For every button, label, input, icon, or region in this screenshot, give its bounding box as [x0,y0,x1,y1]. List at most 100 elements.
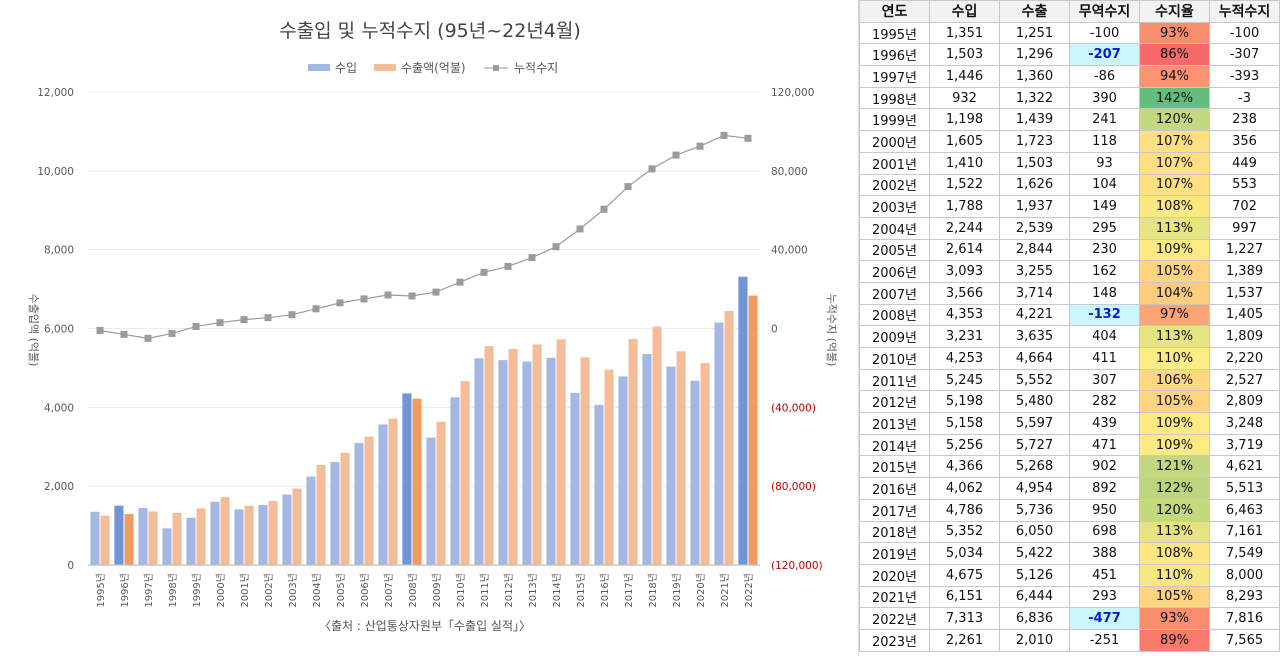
export-cell: 3,255 [999,260,1070,283]
gridlines [88,91,760,487]
x-tick-label: 2007년 [383,573,395,608]
table-row: 2008년 4,353 4,221 -132 97% 1,405 [859,303,1280,327]
year-cell: 2007년 [859,281,930,305]
ratio-cell: 109% [1139,433,1210,457]
bar-export [412,398,422,565]
cumulative-line [99,134,749,339]
bar-export [436,421,446,565]
balance-cell: -207 [1069,43,1140,67]
table-row: 2004년 2,244 2,539 295 113% 997 [859,216,1280,240]
export-cell: 5,552 [999,368,1070,392]
bar-import [738,276,748,565]
balance-cell: 104 [1069,173,1140,197]
import-cell: 3,566 [929,281,1000,305]
y-axis-title-left: 수출입액 (억불) [27,294,40,367]
import-cell: 1,503 [929,43,1000,67]
y-tick-left: 4,000 [44,402,74,414]
export-cell: 5,727 [999,433,1070,457]
ratio-cell: 89% [1139,628,1210,652]
balance-cell: 902 [1069,455,1140,479]
export-cell: 5,736 [999,498,1070,522]
balance-cell: 439 [1069,412,1140,435]
balance-cell: 162 [1069,260,1140,283]
import-cell: 5,034 [929,542,1000,565]
table-row: 2023년 2,261 2,010 -251 89% 7,565 [859,628,1280,652]
table-row: 1998년 932 1,322 390 142% -3 [859,86,1280,110]
balance-cell: 950 [1069,498,1140,522]
ratio-cell: 106% [1139,368,1210,392]
import-cell: 4,675 [929,563,1000,587]
y-tick-right: (40,000) [771,402,816,414]
x-tick-label: 1998년 [167,573,179,608]
export-cell: 1,439 [999,108,1070,132]
ratio-cell: 105% [1139,390,1210,414]
ratio-cell: 113% [1139,325,1210,348]
bar-export [532,344,542,565]
import-cell: 1,522 [929,173,1000,197]
bar-import [522,361,532,565]
table-row: 2012년 5,198 5,480 282 105% 2,809 [859,390,1280,414]
balance-cell: 149 [1069,195,1140,218]
balance-cell: 892 [1069,477,1140,500]
table-row: 2010년 4,253 4,664 411 110% 2,220 [859,347,1280,370]
import-cell: 2,244 [929,216,1000,240]
cumulative-cell: 4,621 [1209,455,1280,479]
ratio-cell: 107% [1139,130,1210,153]
balance-cell: 295 [1069,216,1140,240]
year-cell: 2009년 [859,325,930,348]
ratio-cell: 105% [1139,260,1210,283]
table-row: 2007년 3,566 3,714 148 104% 1,537 [859,281,1280,305]
cumulative-marker [240,316,248,324]
table-row: 2022년 7,313 6,836 -477 93% 7,816 [859,607,1280,630]
year-cell: 2003년 [859,195,930,218]
cumulative-marker [192,323,200,331]
ratio-cell: 109% [1139,238,1210,262]
ratio-cell: 108% [1139,195,1210,218]
year-cell: 2001년 [859,151,930,175]
legend-swatch-export [374,64,396,71]
x-tick-label: 2001년 [239,573,251,608]
ratio-cell: 122% [1139,477,1210,500]
x-tick-label: 2021년 [719,573,731,608]
cumulative-marker [288,311,296,319]
cumulative-marker [528,254,536,262]
year-cell: 2006년 [859,260,930,283]
cumulative-cell: -393 [1209,65,1280,88]
ratio-cell: 110% [1139,347,1210,370]
ratio-cell: 113% [1139,520,1210,544]
x-tick-label: 1996년 [119,573,131,608]
cumulative-marker [120,330,128,338]
y-tick-left: 10,000 [37,166,74,178]
bar-import [90,511,100,565]
year-cell: 2022년 [859,607,930,630]
bar-import [378,424,388,565]
cumulative-marker [720,131,728,139]
export-cell: 4,954 [999,477,1070,500]
x-tick-label: 1995년 [95,573,107,608]
y-tick-right: (80,000) [771,481,816,493]
balance-cell: -86 [1069,65,1140,88]
bar-import [354,443,364,565]
table-row: 2020년 4,675 5,126 451 110% 8,000 [859,563,1280,587]
balance-cell: 118 [1069,130,1140,153]
cumulative-marker [96,326,104,334]
import-cell: 1,788 [929,195,1000,218]
balance-cell: 390 [1069,86,1140,110]
ratio-cell: 113% [1139,216,1210,240]
cumulative-cell: 7,816 [1209,607,1280,630]
ratio-cell: 120% [1139,498,1210,522]
export-cell: 2,844 [999,238,1070,262]
import-cell: 4,062 [929,477,1000,500]
cumulative-cell: 3,248 [1209,412,1280,435]
bar-import [570,392,580,565]
bar-export [364,436,374,565]
legend-marker-cumulative [493,65,499,71]
balance-cell: -477 [1069,607,1140,630]
import-cell: 2,261 [929,628,1000,652]
bar-export [460,381,470,565]
cumulative-marker [456,278,464,286]
table-row: 1999년 1,198 1,439 241 120% 238 [859,108,1280,132]
import-cell: 1,446 [929,65,1000,88]
y-tick-left: 2,000 [44,481,74,493]
cumulative-marker [480,268,488,276]
